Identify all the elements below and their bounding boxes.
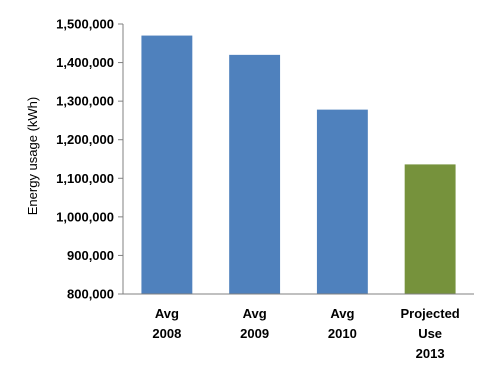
- y-tick-label: 900,000: [67, 248, 114, 263]
- y-tick-label: 1,500,000: [56, 17, 114, 32]
- bar: [229, 54, 281, 294]
- y-tick-label: 1,000,000: [56, 209, 114, 224]
- x-tick-label: Avg 2008: [152, 306, 181, 341]
- y-tick-label: 1,400,000: [56, 55, 114, 70]
- bars: [141, 35, 456, 294]
- y-axis: 800,000 900,000 1,000,000 1,100,000 1,200,00…: [56, 17, 123, 302]
- y-tick-label: 1,300,000: [56, 94, 114, 109]
- x-tick-label: Avg 2010: [328, 306, 357, 341]
- y-tick-label: 1,200,000: [56, 132, 114, 147]
- bar: [141, 35, 193, 294]
- y-tick-label: 1,100,000: [56, 171, 114, 186]
- y-axis-title: Energy usage (kWh): [25, 97, 40, 216]
- x-axis: Avg 2008 Avg 2009 Avg 2010 Projected Use 2013: [152, 306, 459, 361]
- x-tick-label: Avg 2009: [240, 306, 269, 341]
- bar: [404, 164, 456, 294]
- bar: [316, 109, 368, 294]
- y-tick-label: 800,000: [67, 287, 114, 302]
- x-tick-label: Projected Use 2013: [401, 306, 460, 361]
